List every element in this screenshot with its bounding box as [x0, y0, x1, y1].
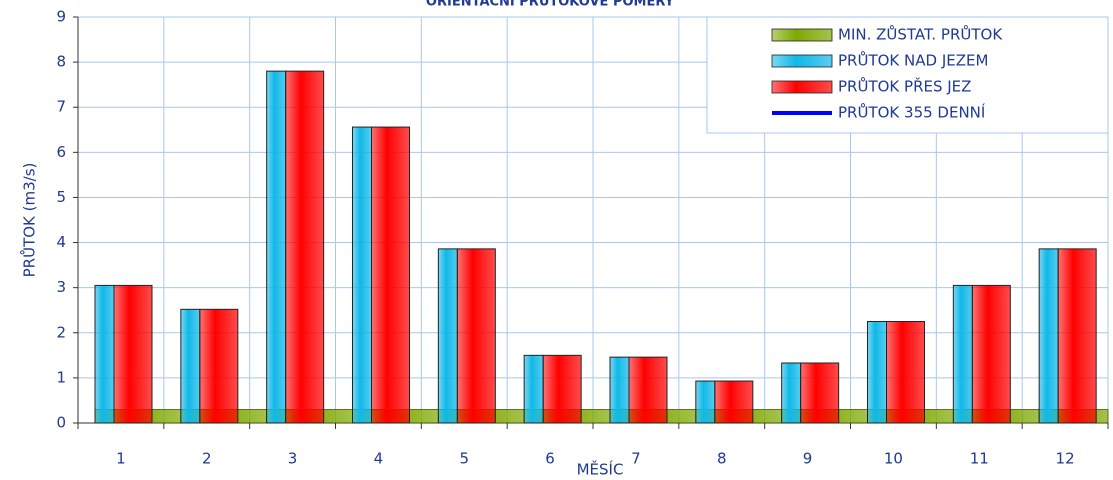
legend-label: PRŮTOK NAD JEZEM: [838, 51, 988, 70]
y-tick-label: 4: [56, 233, 66, 251]
bar: [180, 308, 201, 424]
bar: [971, 284, 1011, 424]
y-tick-label: 1: [56, 368, 66, 386]
y-tick-label: 5: [56, 188, 66, 206]
bar: [199, 308, 239, 424]
bar: [94, 284, 115, 424]
bar: [800, 362, 840, 424]
x-tick-label: 10: [884, 450, 903, 468]
legend-label: PRŮTOK 355 DENNÍ: [838, 103, 985, 122]
y-tick-label: 8: [56, 53, 66, 71]
y-tick-label: 7: [56, 98, 66, 116]
bar: [285, 70, 325, 424]
bar: [1057, 248, 1097, 424]
x-tick-label: 5: [459, 450, 469, 468]
bar: [1038, 248, 1059, 424]
bar: [542, 354, 582, 424]
bar: [609, 356, 630, 424]
x-tick-label: 4: [374, 450, 384, 468]
x-tick-label: 9: [803, 450, 813, 468]
bar: [266, 70, 287, 424]
bar: [781, 362, 802, 424]
legend-swatch: [771, 80, 833, 94]
chart-title: ORIENTAČNÍ PRŮTOKOVÉ POMĚRY: [426, 0, 675, 10]
x-tick-label: 8: [717, 450, 727, 468]
x-tick-label: 1: [116, 450, 126, 468]
y-tick-label: 3: [56, 278, 66, 296]
bar: [523, 354, 544, 424]
bar: [628, 356, 668, 424]
legend-swatch: [771, 28, 833, 42]
bar: [113, 284, 153, 424]
y-tick-label: 2: [56, 323, 66, 341]
legend-label: MIN. ZŮSTAT. PRŮTOK: [838, 25, 1003, 44]
bar: [714, 380, 754, 424]
bar: [867, 321, 887, 424]
x-tick-label: 12: [1056, 450, 1075, 468]
bar: [456, 248, 496, 424]
y-tick-label: 9: [56, 8, 66, 26]
legend-swatch: [771, 54, 833, 68]
y-tick-label: 6: [56, 143, 66, 161]
x-tick-label: 2: [202, 450, 212, 468]
y-tick-label: 0: [56, 414, 66, 432]
x-tick-label: 6: [545, 450, 555, 468]
legend-label: PRŮTOK PŘES JEZ: [838, 77, 971, 96]
bar: [437, 248, 458, 424]
x-tick-label: 11: [970, 450, 989, 468]
x-tick-label: 3: [288, 450, 298, 468]
x-tick-label: 7: [631, 450, 641, 468]
x-axis-label: MĚSÍC: [577, 460, 624, 479]
bar: [952, 284, 973, 424]
bar: [371, 126, 410, 424]
y-axis-label: PRŮTOK (m3/s): [20, 163, 39, 278]
bar: [695, 380, 716, 424]
bar: [886, 321, 925, 424]
bar: [352, 126, 372, 424]
